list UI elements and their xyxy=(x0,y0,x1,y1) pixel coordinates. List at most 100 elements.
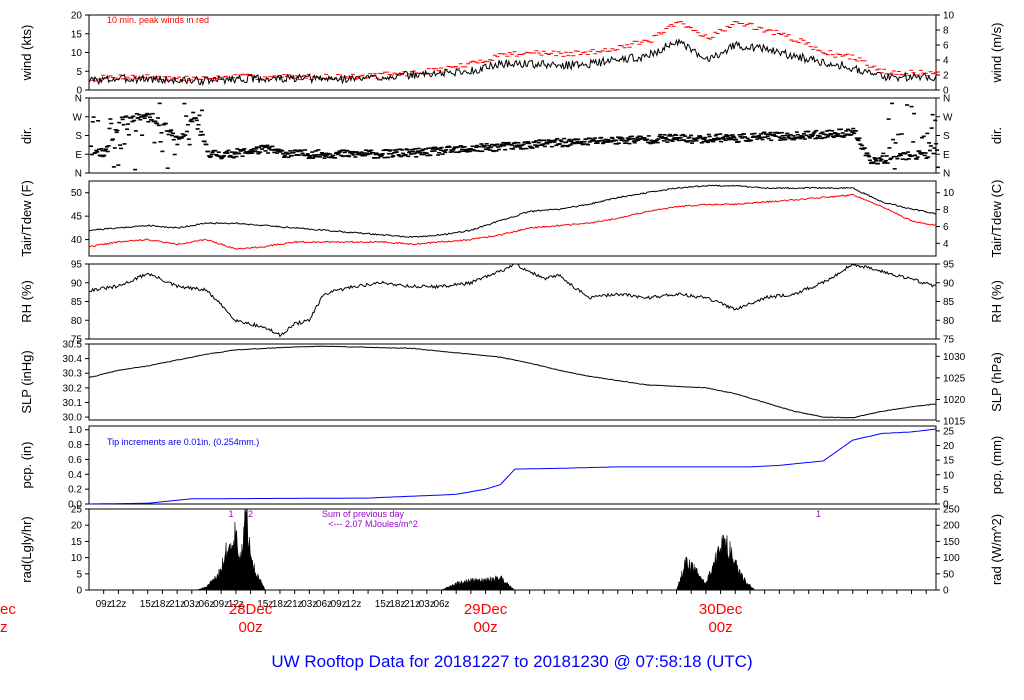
dir-point xyxy=(406,155,411,158)
right-axis-tick-label: 0 xyxy=(943,586,949,597)
dir-point xyxy=(524,147,529,150)
x-tick-label: 21z xyxy=(169,599,185,610)
dir-point xyxy=(232,153,237,155)
dir-point xyxy=(206,150,211,153)
dir-point xyxy=(364,152,369,155)
dir-point xyxy=(881,152,886,155)
dir-point xyxy=(184,115,189,117)
dir-point xyxy=(895,157,900,160)
dir-point xyxy=(849,133,854,136)
dir-point xyxy=(155,122,160,125)
y-axis-label-left: Tair/Tdew (F) xyxy=(19,180,34,257)
dir-point xyxy=(249,148,254,151)
dir-point xyxy=(103,150,108,152)
dir-point xyxy=(883,161,887,163)
dir-point xyxy=(253,148,258,150)
dir-point xyxy=(156,124,161,127)
dir-point xyxy=(812,131,817,133)
dir-point xyxy=(489,146,494,149)
dir-point xyxy=(575,140,580,143)
dir-point xyxy=(96,148,101,151)
dir-point xyxy=(757,135,761,137)
dir-point xyxy=(841,136,846,138)
right-axis-tick-label: 200 xyxy=(943,521,960,532)
dir-point xyxy=(599,136,604,139)
dir-point xyxy=(245,151,249,153)
dir-point xyxy=(327,153,332,155)
dir-point xyxy=(517,144,522,146)
y-axis-label-right: Tair/Tdew (C) xyxy=(989,179,1004,257)
dir-point xyxy=(923,152,928,154)
dir-point xyxy=(858,143,863,145)
dir-point xyxy=(422,153,427,156)
x-tick-label: 03z xyxy=(184,599,200,610)
left-axis-tick-label: 0.2 xyxy=(68,485,82,496)
dir-point xyxy=(187,143,192,146)
dir-point xyxy=(648,142,653,145)
dir-point xyxy=(306,157,311,159)
dir-point xyxy=(884,155,889,157)
dir-point xyxy=(593,137,598,139)
dir-point xyxy=(658,133,663,136)
dir-point xyxy=(440,153,445,155)
dir-point xyxy=(94,149,99,152)
dir-point xyxy=(104,146,109,148)
dir-point xyxy=(570,142,575,145)
dir-point xyxy=(433,146,438,149)
dir-point xyxy=(763,136,768,138)
dir-point xyxy=(345,150,350,152)
dir-point xyxy=(314,155,319,158)
dir-point xyxy=(558,139,563,141)
dir-point xyxy=(437,152,442,154)
series-slp xyxy=(88,345,937,419)
dir-point xyxy=(734,138,739,141)
left-axis-tick-label: 20 xyxy=(71,521,83,532)
dir-point xyxy=(911,141,916,143)
dir-point xyxy=(905,104,910,106)
dir-point xyxy=(111,166,116,168)
dir-point xyxy=(515,145,520,148)
dir-point xyxy=(147,113,152,116)
dir-point xyxy=(209,153,214,156)
dir-point xyxy=(544,141,549,144)
dir-point xyxy=(490,143,494,146)
dir-point xyxy=(165,167,170,169)
dir-point xyxy=(909,105,914,108)
dir-point xyxy=(494,150,499,152)
dir-point xyxy=(698,136,703,139)
dir-point xyxy=(871,161,876,164)
dir-point xyxy=(136,116,141,119)
dir-point xyxy=(250,152,255,154)
dir-point xyxy=(759,136,764,139)
right-axis-tick-label: 6 xyxy=(943,222,949,233)
dir-point xyxy=(388,149,393,151)
dir-point xyxy=(616,136,620,138)
dir-point xyxy=(717,137,722,140)
dir-point xyxy=(321,154,326,156)
date-time-label: 00z xyxy=(238,619,262,636)
partial-date-label: ec xyxy=(0,601,16,618)
dir-point xyxy=(752,132,757,135)
dir-point xyxy=(674,134,679,137)
left-axis-tick-label: 0 xyxy=(76,586,82,597)
dir-point xyxy=(892,168,897,170)
panel-precip: pcp. (in) pcp. (mm) 0.0 0.2 0.4 0.6 0.8 1.0 0 5 10… xyxy=(19,425,1004,510)
series-radiation-day-2 xyxy=(441,575,516,591)
dir-point xyxy=(408,153,413,155)
left-axis-tick-label: 75 xyxy=(71,335,83,346)
partial-date-time-label: z xyxy=(0,619,8,636)
dir-point xyxy=(545,142,550,145)
dir-point xyxy=(491,150,496,153)
dir-point xyxy=(768,131,773,134)
dir-point xyxy=(807,135,812,138)
dir-point xyxy=(664,138,669,140)
dir-point xyxy=(797,136,802,139)
dir-point xyxy=(787,136,791,139)
dir-point xyxy=(196,123,201,126)
dir-point xyxy=(516,142,521,144)
dir-point xyxy=(288,150,293,152)
dir-point xyxy=(133,130,138,132)
dir-point xyxy=(487,145,492,147)
dir-point xyxy=(376,157,381,159)
dir-point xyxy=(618,136,623,139)
